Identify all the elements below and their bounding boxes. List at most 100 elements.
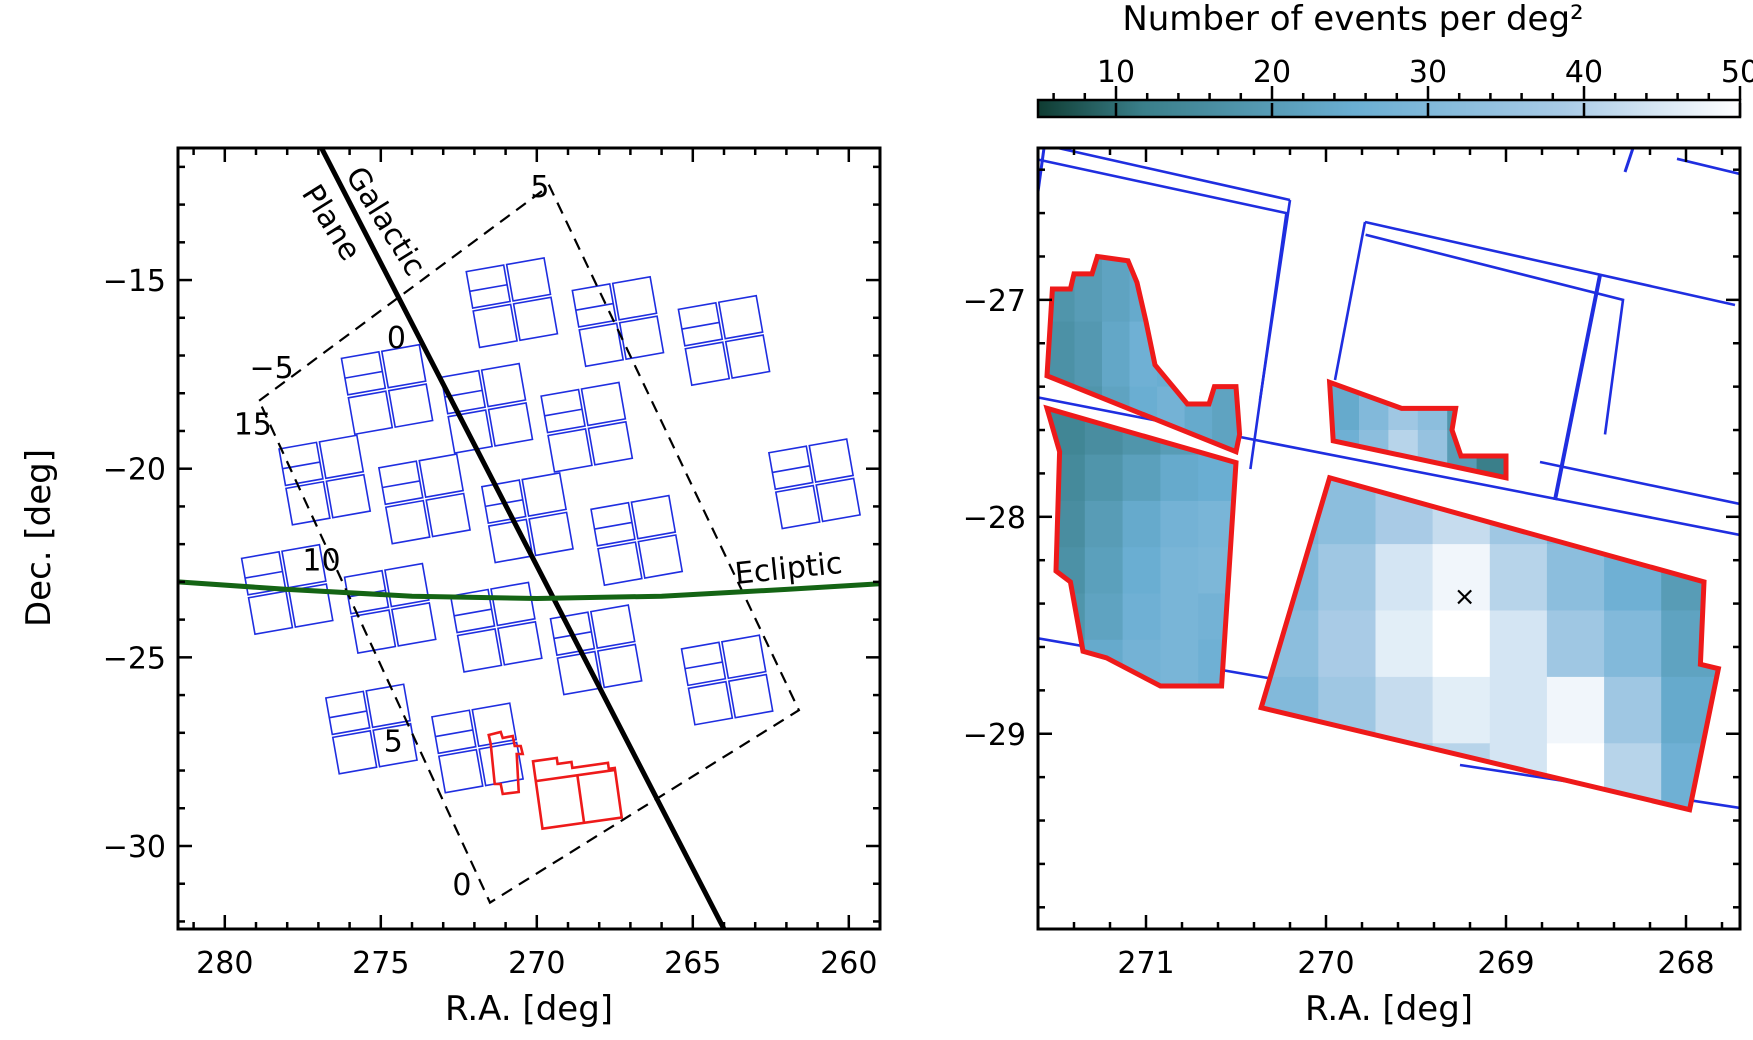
survey-field-4-chip-3 [487, 402, 534, 447]
density-cell-left-lower-4-2 [1122, 593, 1162, 641]
right-panel-density-map: × 271 270 269 268 −27 −28 −29 R.A. [deg] [963, 146, 1742, 1029]
survey-field-10 [767, 438, 861, 530]
right-xtick-label-269: 269 [1477, 946, 1534, 981]
survey-field-5-chip-2 [547, 428, 593, 473]
right-ytick-label-28: −28 [963, 501, 1026, 536]
right-field-edge-f [1038, 148, 1046, 203]
survey-field-3-chip-3 [387, 383, 434, 429]
colorbar: Number of events per deg² 10 20 30 40 50 [1036, 0, 1753, 119]
density-cell-left-lower-1-3 [1160, 454, 1199, 502]
density-cell-right-upper-0-5 [1476, 382, 1506, 431]
survey-field-15 [680, 634, 774, 726]
density-cell-left-lower-2-3 [1160, 500, 1199, 548]
survey-field-14-chip-2 [556, 650, 603, 696]
density-cell-left-lower-3-3 [1160, 547, 1199, 595]
density-region-outline-left-upper [1044, 253, 1243, 456]
survey-field-6-chip-1 [318, 434, 365, 480]
survey-field-1-split [575, 302, 614, 311]
survey-field-3-split [344, 370, 383, 379]
survey-field-15-chip-3 [727, 673, 774, 719]
left-ytick-label-20: −20 [103, 453, 166, 488]
survey-field-5-split [544, 408, 583, 417]
survey-field-9-chip-1 [630, 494, 677, 540]
density-cell-right-lower-2-1 [1318, 610, 1377, 678]
right-field-edge-h [1333, 221, 1367, 381]
survey-field-6-chip-3 [325, 473, 372, 519]
density-cell-right-lower-1-4 [1489, 544, 1548, 612]
survey-field-16-chip-3 [372, 722, 418, 768]
survey-field-8-chip-3 [528, 511, 574, 557]
survey-field-5-chip-3 [587, 420, 634, 466]
colorbar-tick-label-50: 50 [1721, 55, 1753, 90]
density-cell-left-upper-0-5 [1184, 256, 1213, 323]
survey-field-11 [240, 543, 334, 636]
survey-field-16 [324, 683, 418, 775]
survey-field-9-chip-3 [637, 534, 684, 579]
density-cell-left-lower-1-0 [1047, 454, 1086, 502]
right-plot-area: × [1038, 148, 1740, 813]
survey-field-17-chip-0 [431, 709, 477, 755]
colorbar-tick-label-10: 10 [1097, 55, 1135, 90]
left-xlabel: R.A. [deg] [445, 989, 613, 1029]
box-label-5: 5 [384, 725, 403, 760]
red-field-right-outline [531, 756, 624, 831]
survey-field-2-chip-3 [724, 334, 771, 380]
survey-field-13-chip-3 [497, 620, 543, 666]
survey-field-11-chip-0 [240, 550, 287, 596]
red-field-right-divider [576, 775, 586, 823]
survey-field-1-chip-2 [578, 322, 625, 368]
density-cell-right-lower-3-3 [1432, 676, 1491, 745]
survey-field-2 [677, 294, 771, 387]
right-field-outline-2 [1676, 157, 1740, 176]
density-region-outline-left-lower [1043, 404, 1239, 689]
colorbar-gradient [1036, 98, 1742, 119]
survey-field-7-chip-0 [377, 460, 424, 506]
survey-field-15-chip-2 [687, 680, 734, 726]
density-cell-left-lower-5-4 [1198, 639, 1236, 687]
density-cell-right-lower-1-0 [1261, 544, 1320, 612]
survey-field-15-chip-1 [720, 634, 767, 680]
survey-field-4-chip-0 [440, 369, 487, 415]
survey-field-2-split [681, 321, 720, 330]
survey-field-14-chip-0 [549, 611, 596, 657]
galactic-plane-line [319, 148, 727, 929]
survey-field-0-chip-0 [465, 264, 512, 309]
left-xtick-label-270: 270 [508, 946, 565, 981]
colorbar-tick-label-30: 30 [1409, 55, 1447, 90]
survey-field-14-chip-3 [596, 643, 643, 689]
density-cell-left-upper-0-6 [1212, 256, 1240, 323]
survey-field-9-chip-2 [597, 541, 643, 587]
survey-field-12-chip-2 [350, 609, 397, 655]
density-cell-left-lower-3-2 [1122, 547, 1162, 595]
density-cell-left-upper-0-4 [1157, 256, 1186, 323]
red-field-left [487, 730, 525, 796]
density-region-outline-right-upper [1326, 378, 1509, 481]
survey-field-17-chip-3 [478, 741, 525, 787]
colorbar-tick-label-40: 40 [1565, 55, 1603, 90]
right-xtick-label-271: 271 [1117, 946, 1174, 981]
density-cell-right-lower-1-5 [1546, 544, 1605, 612]
survey-field-4-chip-2 [447, 409, 494, 455]
density-cell-left-lower-5-2 [1122, 639, 1162, 687]
survey-field-7-chip-3 [425, 492, 471, 538]
density-cell-left-upper-1-4 [1157, 321, 1186, 388]
right-field-edge-g [1364, 220, 1736, 307]
density-region-right-upper [1329, 382, 1506, 478]
right-ytick-label-27: −27 [963, 284, 1026, 319]
density-cell-right-lower-3-6 [1604, 676, 1662, 745]
left-ylabel: Dec. [deg] [19, 449, 59, 627]
survey-field-8 [480, 472, 574, 564]
survey-field-2-chip-2 [684, 341, 731, 387]
density-cell-right-lower-0-6 [1604, 477, 1662, 545]
survey-field-2-chip-1 [717, 294, 764, 340]
box-label-6: 0 [452, 868, 471, 903]
box-label-2: −5 [249, 351, 293, 386]
survey-field-8-chip-2 [487, 518, 534, 564]
density-cell-right-upper-1-3 [1417, 430, 1448, 478]
density-cell-left-lower-4-3 [1160, 593, 1199, 641]
survey-field-13-chip-2 [456, 627, 503, 673]
density-cell-left-upper-1-1 [1074, 321, 1103, 388]
survey-field-17-chip-1 [471, 702, 518, 748]
